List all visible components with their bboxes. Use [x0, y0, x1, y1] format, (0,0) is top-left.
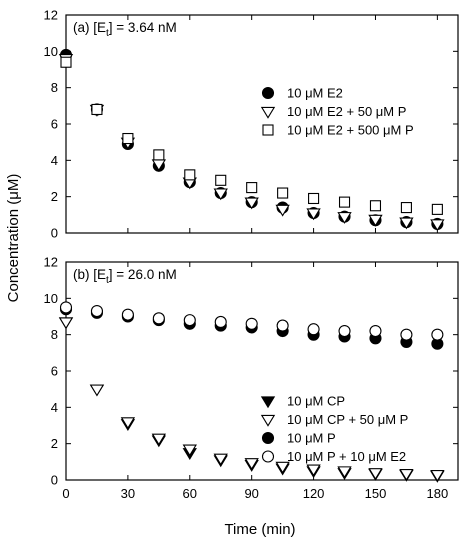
- data-point: [338, 324, 351, 338]
- y-tick-label: 12: [44, 255, 58, 270]
- y-tick-label: 4: [51, 400, 58, 415]
- legend-label: 10 μM CP: [287, 394, 345, 409]
- x-tick-label: 150: [365, 486, 387, 501]
- data-point: [59, 301, 73, 314]
- data-point: [430, 469, 445, 482]
- data-point: [369, 200, 382, 212]
- data-point: [60, 56, 72, 68]
- plot-frame: [65, 261, 459, 481]
- x-tick-label: 90: [244, 486, 258, 501]
- y-tick-label: 10: [44, 44, 58, 59]
- y-tick-label: 8: [51, 327, 58, 342]
- data-point: [121, 308, 134, 321]
- y-tick-label: 4: [51, 153, 58, 168]
- data-point: [152, 312, 165, 325]
- y-tick-label: 8: [51, 80, 58, 95]
- data-point: [430, 219, 445, 232]
- data-point: [245, 317, 258, 330]
- legend-marker: [260, 396, 276, 409]
- legend-label: 10 μM P + 10 μM E2: [287, 449, 406, 464]
- data-point: [90, 304, 103, 318]
- data-point: [184, 169, 196, 181]
- legend-marker: [261, 431, 275, 445]
- data-point: [58, 317, 74, 330]
- legend: 10 μM E2 10 μM E2 + 50 μM P 10 μM E2 + 500…: [260, 86, 414, 138]
- data-point: [431, 203, 443, 215]
- y-tick-label: 10: [44, 291, 58, 306]
- data-point: [122, 132, 134, 145]
- data-point: [244, 197, 259, 210]
- x-tick-label: 30: [121, 486, 135, 501]
- legend-marker: [260, 414, 276, 427]
- data-point: [275, 204, 290, 217]
- data-point: [338, 196, 351, 208]
- data-point: [151, 433, 167, 446]
- data-point: [369, 324, 382, 338]
- data-point: [213, 453, 228, 466]
- legend-marker: [261, 86, 275, 100]
- series-3: [60, 56, 443, 215]
- data-point: [306, 464, 321, 477]
- x-tick-label: 180: [427, 486, 449, 501]
- data-point: [215, 174, 227, 186]
- legend-label: 10 μM P: [287, 431, 336, 446]
- y-tick-label: 2: [51, 436, 58, 451]
- data-point: [89, 384, 105, 397]
- series-4: [59, 301, 444, 341]
- series-2: [58, 317, 445, 482]
- legend-label: 10 μM E2 + 500 μM P: [287, 123, 414, 138]
- panel-label: (a) [Et] = 3.64 nM: [73, 20, 177, 39]
- data-point: [307, 323, 320, 336]
- legend-marker: [261, 450, 275, 463]
- data-point: [337, 466, 352, 479]
- data-point: [276, 319, 289, 332]
- legend-marker: [262, 124, 274, 136]
- y-tick-label: 12: [44, 8, 58, 23]
- data-point: [400, 202, 412, 214]
- x-tick-label: 0: [62, 486, 69, 501]
- data-point: [246, 182, 258, 194]
- data-point: [368, 468, 383, 480]
- data-point: [214, 315, 227, 329]
- panel-label: (b) [Et] = 26.0 nM: [73, 267, 177, 286]
- data-point: [91, 103, 103, 116]
- legend-label: 10 μM E2: [287, 86, 343, 101]
- data-point: [120, 417, 136, 430]
- legend: 10 μM CP 10 μM CP + 50 μM P 10 μM P 10 μM P…: [260, 394, 408, 464]
- data-point: [244, 458, 259, 471]
- data-point: [183, 314, 196, 327]
- data-point: [399, 217, 414, 230]
- y-tick-label: 6: [51, 117, 58, 132]
- legend-label: 10 μM E2 + 50 μM P: [287, 104, 406, 119]
- y-tick-label: 0: [51, 473, 58, 488]
- data-point: [368, 214, 383, 227]
- y-tick-label: 0: [51, 226, 58, 241]
- legend-marker: [260, 106, 276, 119]
- data-point: [275, 461, 290, 474]
- y-axis-title: Concentration (μM): [5, 174, 22, 303]
- legend-label: 10 μM CP + 50 μM P: [287, 412, 408, 427]
- y-tick-label: 6: [51, 364, 58, 379]
- data-point: [182, 444, 197, 457]
- x-tick-label: 60: [183, 486, 197, 501]
- data-point: [337, 212, 352, 224]
- data-point: [153, 149, 165, 161]
- y-tick-label: 2: [51, 189, 58, 204]
- x-axis-title: Time (min): [224, 521, 295, 538]
- data-point: [400, 328, 413, 341]
- data-point: [431, 328, 444, 341]
- data-point: [308, 192, 320, 205]
- data-point: [277, 187, 289, 199]
- data-point: [213, 188, 228, 201]
- data-point: [399, 469, 414, 481]
- x-tick-label: 120: [303, 486, 325, 501]
- series-2: [58, 54, 445, 232]
- data-point: [306, 208, 321, 221]
